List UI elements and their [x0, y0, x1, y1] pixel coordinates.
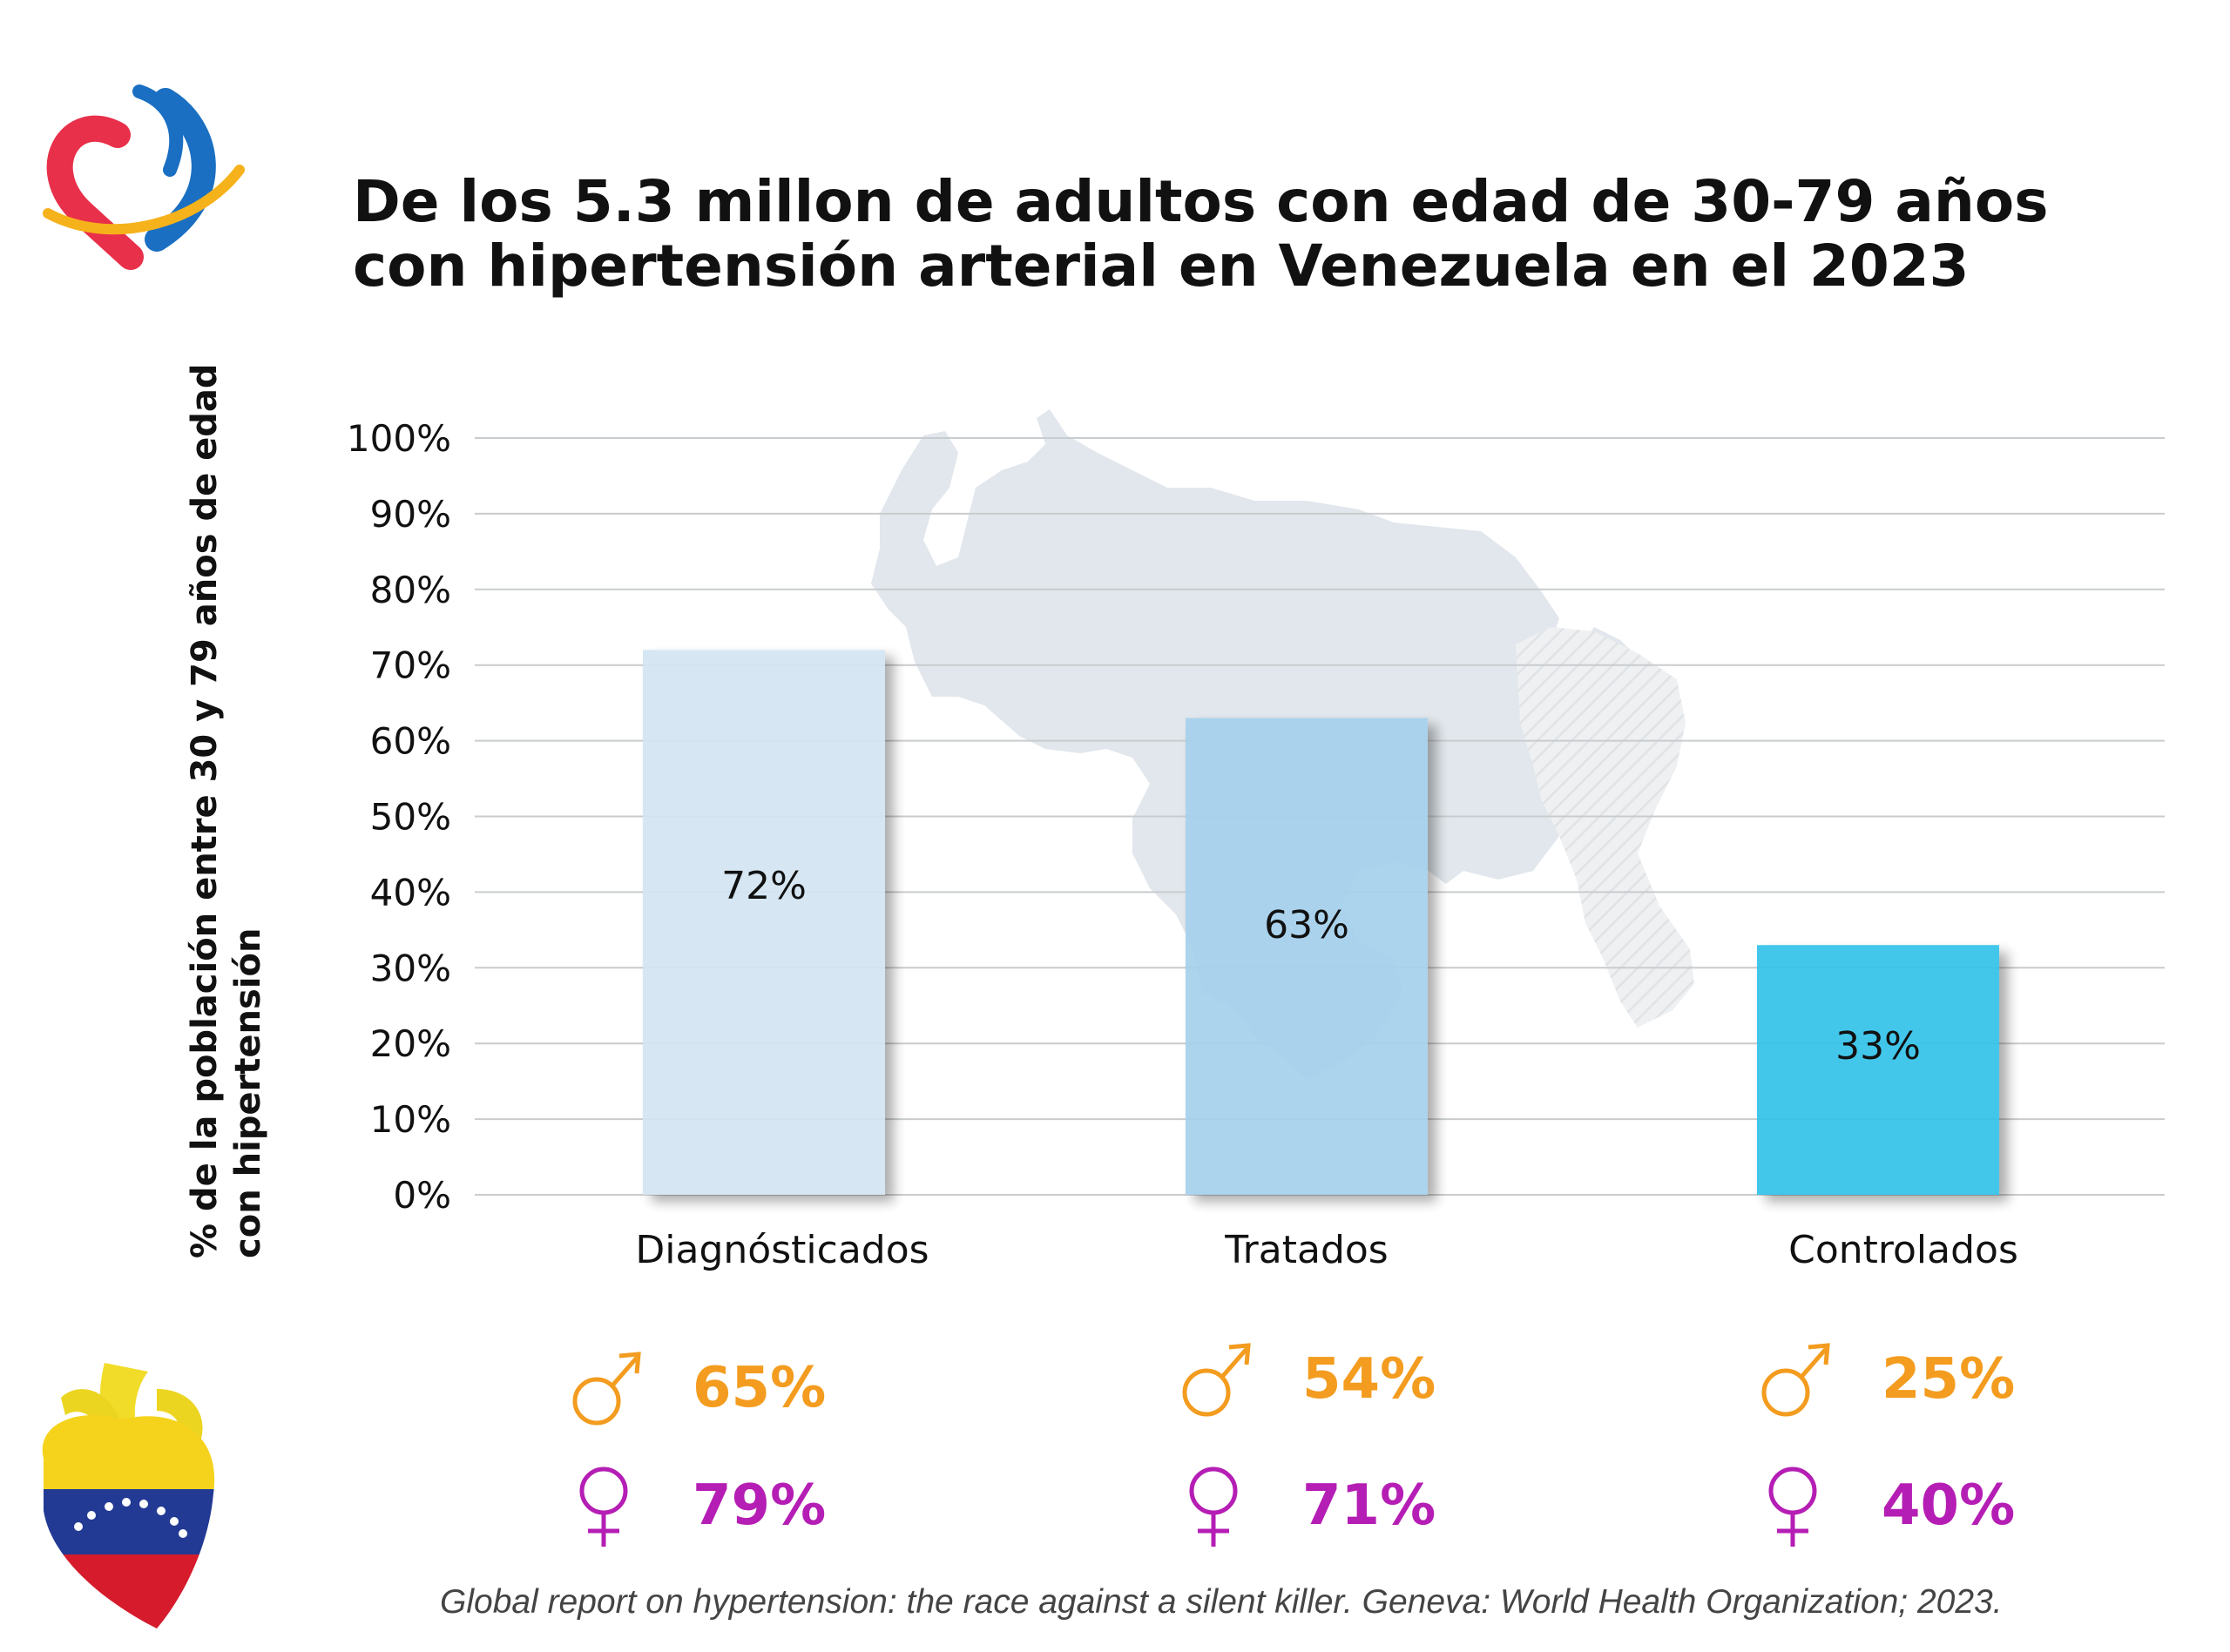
- category-label-diagnosticados: Diagnósticados: [635, 1228, 929, 1272]
- source-citation: Global report on hypertension: the race …: [440, 1583, 2003, 1621]
- male-value: 54%: [1302, 1347, 1436, 1412]
- category-label-controlados: Controlados: [1788, 1228, 2018, 1272]
- chart-title: De los 5.3 millon de adultos con edad de…: [353, 168, 2049, 300]
- female-symbol-icon: [579, 1467, 628, 1547]
- male-value: 25%: [1882, 1347, 2016, 1412]
- female-value: 71%: [1302, 1473, 1436, 1538]
- male-symbol-icon: [572, 1352, 641, 1426]
- female-value: 40%: [1882, 1473, 2016, 1538]
- female-symbol-icon: [1189, 1467, 1238, 1547]
- y-tick-label: 40%: [370, 871, 451, 914]
- female-row-tratados: 71%: [1180, 1463, 1436, 1548]
- y-tick-label: 70%: [370, 644, 451, 687]
- bar-data-label: 33%: [1835, 1024, 1921, 1069]
- female-symbol-icon: [1768, 1467, 1817, 1547]
- male-value: 65%: [693, 1356, 827, 1420]
- y-tick-label: 20%: [370, 1022, 451, 1065]
- female-row-diagnosticados: 79%: [571, 1463, 826, 1548]
- y-tick-labels: 0% 10% 20% 30% 40% 50% 60% 70% 80% 90% 100%: [347, 417, 451, 1217]
- category-label-tratados: Tratados: [1225, 1228, 1389, 1272]
- female-row-controlados: 40%: [1760, 1463, 2015, 1548]
- y-tick-label: 50%: [370, 796, 451, 839]
- y-tick-label: 100%: [347, 417, 451, 460]
- female-value: 79%: [693, 1473, 827, 1538]
- logo-heart-hands-icon: [43, 84, 245, 270]
- venezuela-flag-heart-icon: [42, 1363, 215, 1628]
- y-tick-label: 90%: [370, 493, 451, 536]
- y-tick-label: 60%: [370, 720, 451, 763]
- bar-data-label: 72%: [721, 864, 807, 908]
- male-row-tratados: 54%: [1180, 1337, 1436, 1422]
- bars: 72% 63% 33%: [643, 650, 1999, 1195]
- y-tick-label: 0%: [393, 1174, 451, 1217]
- male-symbol-icon: [1761, 1343, 1830, 1417]
- y-tick-label: 30%: [370, 947, 451, 989]
- male-row-diagnosticados: 65%: [571, 1345, 826, 1431]
- bar-diagnósticados: [643, 650, 885, 1195]
- y-tick-label: 10%: [370, 1098, 451, 1141]
- y-tick-label: 80%: [370, 569, 451, 611]
- male-symbol-icon: [1182, 1343, 1251, 1417]
- bar-controlados: [1757, 945, 1999, 1195]
- male-row-controlados: 25%: [1760, 1337, 2015, 1422]
- bar-data-label: 63%: [1264, 903, 1349, 947]
- bar-tratados: [1186, 718, 1428, 1195]
